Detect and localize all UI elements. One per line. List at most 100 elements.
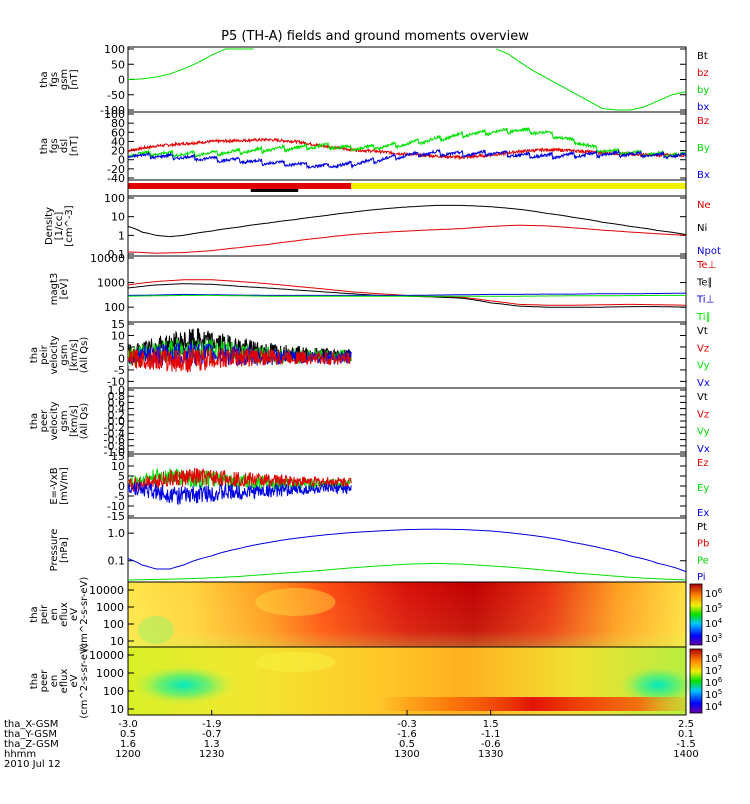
y-axis-label: gsm (59, 344, 70, 365)
y-tick-label: 0.4 (108, 403, 126, 416)
y-tick-label: -5 (114, 490, 125, 503)
y-tick-label: 15 (111, 318, 125, 331)
spectrogram-patch (255, 588, 336, 616)
x-axis-row-value: -3.0 (118, 719, 138, 730)
y-axis-label: peer (39, 669, 50, 693)
series-Pe (128, 562, 686, 581)
series-Ex (128, 481, 352, 506)
x-axis-row-value: -0.6 (481, 739, 501, 750)
panel-frame (127, 453, 687, 519)
spectrogram-band (379, 697, 686, 711)
y-axis-label: tha (29, 413, 40, 429)
y-tick-label: 10 (111, 211, 125, 224)
spectrogram-shade (128, 582, 686, 647)
legend-item-Ez: Ez (697, 458, 709, 469)
y-tick-label: 80 (111, 117, 125, 130)
y-tick-label: 100 (104, 43, 125, 56)
panel-frame (127, 46, 687, 113)
y-tick-label: 100 (104, 192, 125, 205)
colorbar-tick-label: 106 (705, 676, 723, 689)
legend-item-Vt: Vt (697, 326, 708, 337)
y-axis-label: E=-VxB (49, 467, 60, 504)
panel-temp: 10000 1000 100 magt3 [eV] Te⊥ Te∥ Ti⊥ Ti∥ (49, 252, 716, 323)
legend-item-Ni: Ni (697, 223, 707, 234)
x-axis-row-value: -1.9 (202, 719, 222, 730)
legend-item-Bt: Bt (697, 51, 708, 62)
legend-item-Ex: Ex (697, 508, 709, 519)
y-axis-label: velocity (49, 401, 60, 440)
y-tick-label: 1000 (96, 601, 124, 614)
x-axis-row-value: 1330 (478, 749, 503, 760)
y-axis-label: peer (39, 409, 50, 433)
y-tick-label: 100 (103, 618, 124, 631)
y-tick-label: 0.1 (108, 248, 126, 261)
x-axis-row-value: -1.5 (676, 739, 696, 750)
colorbar-tick-label: 108 (705, 652, 722, 665)
y-axis-label: tha (39, 71, 50, 87)
colorbar-tick-label: 103 (705, 632, 722, 645)
y-tick-label: 5 (118, 341, 125, 354)
y-tick-label: 60 (111, 126, 125, 139)
y-tick-label: 100 (104, 108, 125, 121)
y-tick-label: 20 (111, 145, 125, 158)
legend-item-Npot: Npot (697, 246, 721, 257)
y-axis-label: [nT] (69, 69, 80, 89)
y-axis-label: tha (29, 347, 40, 363)
x-axis-date: 2010 Jul 12 (4, 759, 61, 770)
y-tick-label: 0 (118, 352, 125, 365)
y-axis-label: [nT] (69, 136, 80, 156)
y-axis-label: (cm^2-s-sr-eV) (79, 643, 90, 719)
y-axis-label: [km/s] (69, 339, 80, 371)
series-Ne (128, 224, 686, 254)
series-Pi (128, 528, 686, 573)
y-tick-label: 50 (111, 58, 125, 71)
y-axis-label: fgs (49, 138, 60, 153)
y-axis-label: peir (39, 604, 50, 624)
y-tick-label: -0.8 (104, 440, 125, 453)
series-Ti⊥ (128, 292, 686, 296)
panel-pressure: 1.0 0.1 Pressure [nPa] Pt Pb Pe Pi (49, 517, 709, 583)
panel-density: 100 10 1 0.1 Density [1/cc] [cm^-3] Ne Ni Npot (44, 192, 721, 261)
y-tick-label: -0.2 (104, 421, 125, 434)
y-axis-label: tha (29, 673, 40, 689)
legend-item-Ey: Ey (697, 483, 709, 494)
y-axis-label: eflux (59, 669, 70, 694)
y-tick-label: 10 (110, 635, 124, 648)
y-tick-label: 0.1 (108, 555, 126, 568)
colorbar (689, 648, 703, 714)
y-tick-label: 10000 (89, 584, 124, 597)
spectrogram-blob (131, 665, 236, 705)
x-axis-row-label: tha_X-GSM (4, 719, 58, 730)
y-tick-label: -50 (107, 89, 125, 102)
y-axis-label: (All Qs) (79, 403, 90, 440)
y-tick-label: 10000 (89, 649, 124, 662)
legend-item-Bz: Bz (697, 116, 709, 127)
panel-peir-spec: 10000 1000 100 10 106 105 104 103 tha peir en eflux… (29, 577, 723, 653)
y-tick-label: 0.0 (108, 415, 126, 428)
panel-peer-vel: 1.00.80.60.40.20.0-0.2-0.4-0.6-0.8-1.0 th… (29, 384, 710, 459)
legend-item-Pe: Pe (697, 555, 709, 566)
panel-mode-bar (127, 179, 687, 197)
legend-item-Vy: Vy (697, 427, 710, 438)
mode-segment-yellow (351, 183, 686, 189)
y-axis-label: dsl (59, 139, 70, 153)
y-tick-label: 0.6 (108, 396, 126, 409)
y-tick-label: 1000 (97, 277, 125, 290)
y-axis-label: en (49, 675, 60, 688)
panel-frame (127, 387, 687, 455)
y-axis-label: Density (44, 207, 55, 245)
x-axis-row-value: 0.5 (399, 739, 415, 750)
y-tick-label: 1000 (96, 667, 124, 680)
series-Ni (128, 204, 686, 238)
legend-item-Te⊥: Te⊥ (696, 260, 716, 271)
y-tick-label: 10000 (90, 252, 125, 265)
legend-item-Ti∥: Ti∥ (696, 312, 711, 323)
legend-item-Pb: Pb (697, 539, 709, 550)
legend-item-Vx: Vx (697, 444, 710, 455)
legend-item-Vx: Vx (697, 378, 710, 389)
y-tick-label: -15 (107, 510, 125, 523)
